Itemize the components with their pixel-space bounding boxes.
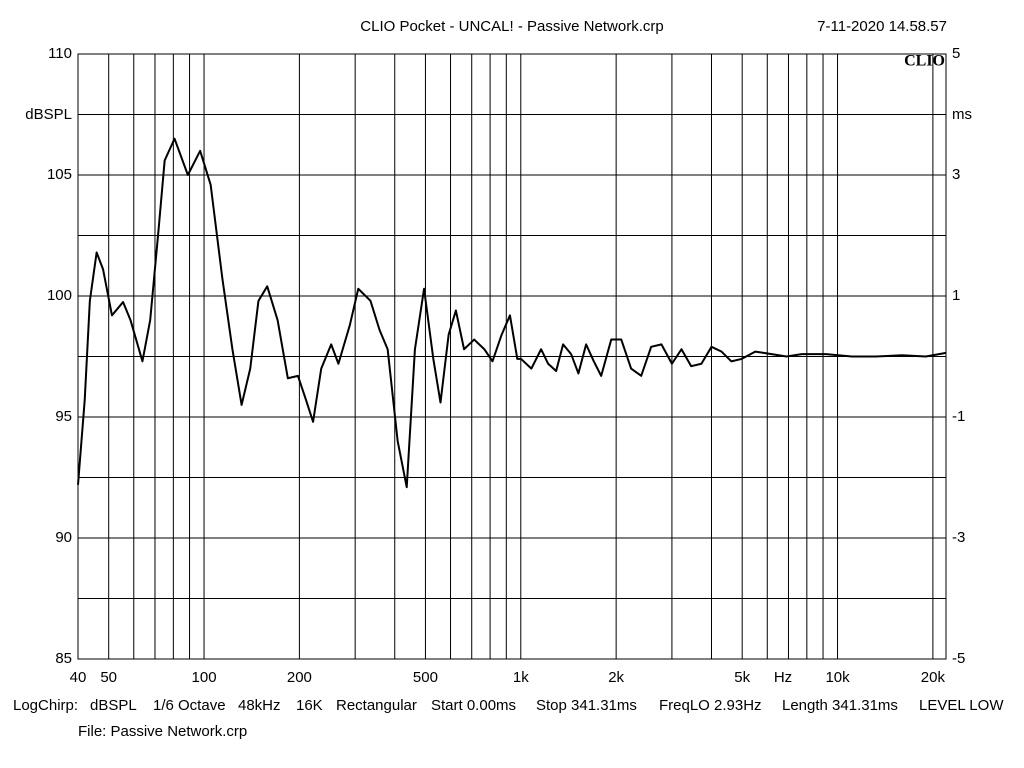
footer-item: Stop 341.31ms: [536, 697, 637, 714]
x-axis-label: Hz: [774, 669, 792, 686]
footer-item: 48kHz: [238, 697, 281, 714]
x-tick-label: 20k: [921, 669, 946, 686]
footer-item: 16K: [296, 697, 323, 714]
x-tick-label: 1k: [513, 669, 529, 686]
footer-item: dBSPL: [90, 697, 137, 714]
footer-item: 1/6 Octave: [153, 697, 226, 714]
x-tick-label: 5k: [734, 669, 750, 686]
footer-item: LogChirp:: [13, 697, 78, 714]
y2-tick-label: 5: [952, 45, 960, 62]
footer-item: Start 0.00ms: [431, 697, 516, 714]
x-tick-label: 2k: [608, 669, 624, 686]
y2-tick-label: 1: [952, 287, 960, 304]
file-name: File: Passive Network.crp: [78, 723, 247, 740]
y2-tick-label: -3: [952, 529, 965, 546]
y-tick-label: 100: [47, 287, 72, 304]
logo: CLIO: [904, 53, 945, 70]
x-tick-label: 40: [70, 669, 87, 686]
footer-item: FreqLO 2.93Hz: [659, 697, 762, 714]
y-tick-label: 85: [55, 650, 72, 667]
response-curve: [77, 137, 947, 489]
y-tick-label: 110: [48, 45, 72, 62]
y-tick-label: 90: [55, 529, 72, 546]
footer-item: Length 341.31ms: [782, 697, 898, 714]
x-tick-label: 500: [413, 669, 438, 686]
y2-tick-label: -5: [952, 650, 965, 667]
x-tick-label: 100: [192, 669, 217, 686]
y2-axis-label: ms: [952, 106, 972, 123]
y2-tick-label: -1: [952, 408, 965, 425]
x-tick-label: 50: [100, 669, 117, 686]
footer-item: LEVEL LOW: [919, 697, 1004, 714]
y-tick-label: 95: [55, 408, 72, 425]
footer-item: Rectangular: [336, 697, 417, 714]
y-tick-label: 105: [47, 166, 72, 183]
chart-title: CLIO Pocket - UNCAL! - Passive Network.c…: [360, 18, 663, 35]
x-tick-label: 200: [287, 669, 312, 686]
y-axis-label: dBSPL: [25, 106, 72, 123]
y2-tick-label: 3: [952, 166, 960, 183]
x-tick-label: 10k: [825, 669, 850, 686]
date: 7-11-2020 14.58.57: [817, 18, 947, 35]
